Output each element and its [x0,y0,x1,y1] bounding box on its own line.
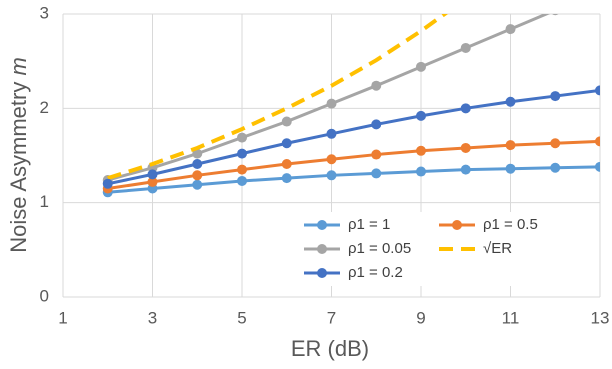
data-point [416,166,426,177]
data-point [416,110,426,121]
data-point [371,149,382,160]
x-tick-label: 7 [327,308,336,327]
data-point [371,80,382,91]
data-point [460,164,471,175]
data-point [326,154,337,165]
data-point [102,178,113,189]
y-tick-label: 3 [40,3,49,22]
data-point [326,128,337,139]
x-tick-label: 13 [591,308,610,327]
data-point [237,175,247,186]
series-line [107,139,600,191]
data-point [505,96,516,107]
x-tick-label: 1 [58,308,67,327]
data-point [460,42,471,53]
legend-label: √ER [483,240,512,257]
data-point [192,170,203,181]
legend-marker [317,244,327,254]
data-point [595,136,600,147]
y-tick-label: 1 [40,192,49,211]
x-axis-title: ER (dB) [291,336,369,361]
series-line [107,88,600,186]
plot-area [102,14,600,198]
x-tick-label: 9 [416,308,425,327]
data-point [460,103,471,114]
data-point [595,85,600,96]
data-point [281,116,292,127]
data-point [550,162,561,173]
legend: ρ1 = 1 ρ1 = 0.5 ρ1 = 0.05 √ER ρ1 = 0.2 [290,212,580,286]
data-point [595,161,600,172]
data-point [505,163,516,174]
legend-label: ρ1 = 1 [348,216,390,233]
x-tick-label: 11 [502,308,520,327]
legend-label: ρ1 = 0.2 [348,264,403,281]
legend-marker [317,220,327,230]
data-point [192,179,203,190]
data-point [416,61,426,72]
data-point [505,24,516,35]
y-axis-title-text: Noise Asymmetry [6,82,31,253]
data-point [371,168,382,179]
data-point [192,148,203,159]
data-point [192,158,203,169]
data-point [326,170,337,181]
data-point [551,14,559,16]
data-point [326,98,337,109]
y-axis-title: Noise Asymmetry m [6,57,31,253]
data-point [147,176,158,187]
data-point [237,164,247,175]
data-point [550,138,561,149]
data-point [281,138,292,149]
y-tick-label: 2 [40,98,49,117]
legend-label: ρ1 = 0.5 [483,216,538,233]
y-axis-title-var: m [6,57,31,75]
series-line [107,165,600,194]
data-point [237,132,247,143]
x-tick-label: 5 [237,308,246,327]
data-point [281,173,292,184]
data-point [281,158,292,169]
data-point [371,119,382,130]
data-point [550,91,561,102]
y-tick-label: 0 [40,286,49,305]
legend-marker [317,268,327,278]
data-point [460,142,471,153]
legend-label: ρ1 = 0.05 [348,240,411,257]
data-point [416,145,426,156]
data-point [505,140,516,151]
legend-marker [452,220,462,230]
x-tick-label: 3 [148,308,157,327]
data-point [147,169,158,180]
data-point [237,148,247,159]
